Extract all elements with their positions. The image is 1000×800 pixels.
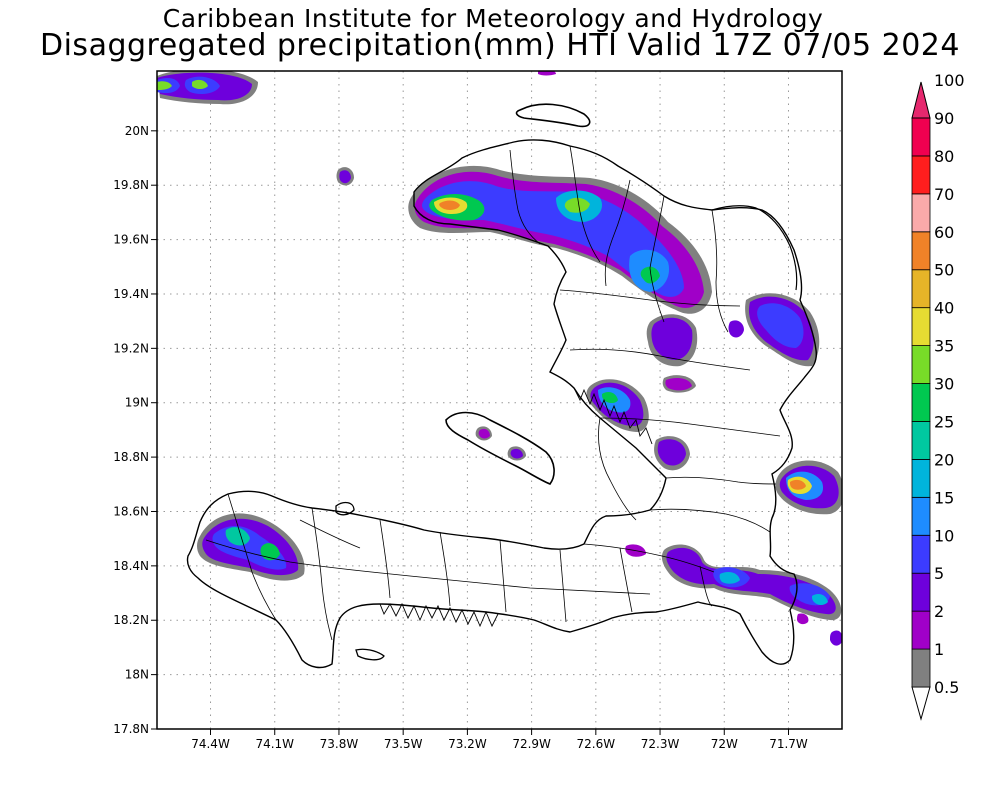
legend-swatch	[911, 686, 931, 721]
x-tick-label: 72.9W	[512, 737, 551, 751]
x-tick-label: 72.6W	[577, 737, 616, 751]
legend-label: 15	[934, 488, 954, 507]
legend-swatch	[911, 269, 931, 309]
legend-label: 80	[934, 147, 954, 166]
y-tick-label: 19.2N	[113, 341, 149, 355]
legend-label: 5	[934, 564, 944, 583]
south-coast-detail	[379, 602, 499, 628]
x-tick-label: 73.5W	[384, 737, 423, 751]
latitude-labels: 20N 19.8N 19.6N 19.4N 19.2N 19N 18.8N 18.6N 18.4…	[113, 124, 149, 736]
legend-swatch	[911, 155, 931, 195]
y-tick-label: 18.6N	[113, 504, 149, 518]
graticule	[157, 71, 842, 729]
ile-a-vache	[355, 648, 385, 661]
legend-swatch	[911, 193, 931, 233]
legend-swatch	[911, 383, 931, 422]
cayemites-island	[335, 501, 355, 516]
legend-label: 90	[934, 109, 954, 128]
gonave-island	[445, 411, 555, 485]
haiti-coastline	[186, 139, 818, 669]
y-tick-label: 19.8N	[113, 178, 149, 192]
legend-swatch	[911, 307, 931, 346]
legend-swatch	[911, 421, 931, 460]
y-tick-label: 20N	[125, 124, 149, 138]
title-product: Disaggregated precipitation(mm) HTI Vali…	[40, 28, 960, 63]
legend-swatch	[911, 610, 931, 650]
legend-swatch	[911, 572, 931, 612]
y-tick-label: 17.8N	[113, 722, 149, 736]
precip-cell-northeast	[745, 293, 820, 367]
map-frame	[156, 70, 843, 730]
legend-swatch	[911, 458, 931, 498]
precip-cell-central	[654, 436, 690, 471]
y-tick-label: 18.4N	[113, 559, 149, 573]
precip-cell-top-left	[157, 71, 556, 105]
axis-ticks	[151, 130, 789, 735]
legend-label: 100	[934, 71, 965, 90]
longitude-labels: 74.4W 74.1W 73.8W 73.5W 73.2W 72.9W 72.6W 72.3W…	[191, 737, 808, 751]
legend-label: 60	[934, 223, 954, 242]
legend-label: 70	[934, 185, 954, 204]
precip-cell-southwest	[197, 513, 305, 581]
legend-label: 20	[934, 450, 954, 469]
y-tick-label: 18.2N	[113, 613, 149, 627]
tortuga-island	[515, 103, 591, 128]
x-tick-label: 72.3W	[641, 737, 680, 751]
legend-swatch	[911, 496, 931, 536]
legend-label: 50	[934, 261, 954, 280]
legend-label: 2	[934, 602, 944, 621]
legend-label: 10	[934, 526, 954, 545]
legend-swatch	[911, 648, 931, 688]
precip-cell-gonaives	[586, 379, 649, 432]
legend-label: 35	[934, 337, 954, 356]
legend-swatch	[911, 345, 931, 384]
title-institute: Caribbean Institute for Meteorology and …	[162, 4, 824, 33]
legend-swatch	[911, 81, 931, 119]
y-tick-label: 19.4N	[113, 287, 149, 301]
legend-label: 25	[934, 412, 954, 431]
x-tick-label: 71.7W	[769, 737, 808, 751]
y-tick-label: 19N	[125, 396, 149, 410]
x-tick-label: 74.1W	[255, 737, 294, 751]
y-tick-label: 18.8N	[113, 450, 149, 464]
x-tick-label: 73.8W	[320, 737, 359, 751]
precip-cell-north-central	[646, 314, 698, 367]
east-coastline	[711, 205, 798, 291]
precip-cell-southeast	[625, 544, 842, 646]
coastlines-and-boundaries	[186, 103, 818, 669]
x-tick-label: 72W	[711, 737, 738, 751]
x-tick-label: 74.4W	[191, 737, 230, 751]
legend-label: 40	[934, 299, 954, 318]
precip-cell-east-border	[775, 460, 842, 515]
legend-label: 0.5	[934, 678, 959, 697]
west-coast-detail	[573, 387, 653, 445]
admin-boundaries	[205, 145, 781, 641]
y-tick-label: 18N	[125, 668, 149, 682]
legend-swatch	[911, 231, 931, 271]
precip-cell-north-small	[336, 167, 744, 393]
legend-swatch	[911, 117, 931, 157]
precip-cell-gonave	[475, 426, 526, 461]
x-tick-label: 73.2W	[448, 737, 487, 751]
y-tick-label: 19.6N	[113, 233, 149, 247]
precip-layer	[157, 71, 842, 646]
legend-label: 1	[934, 640, 944, 659]
legend-label: 30	[934, 375, 954, 394]
precip-cell-northwest-coast	[408, 165, 712, 314]
legend-swatch	[911, 534, 931, 574]
